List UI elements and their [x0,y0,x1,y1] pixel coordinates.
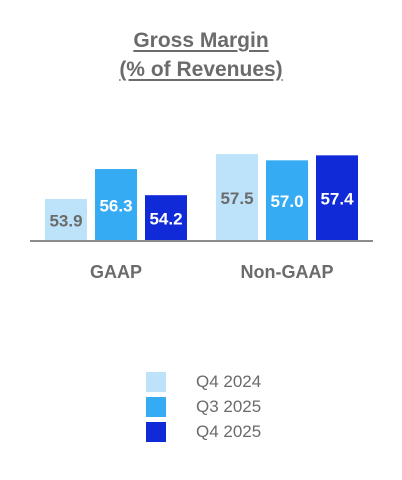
legend-label-q3-2025: Q3 2025 [196,396,262,416]
data-label-gaap-q4-2024: 53.9 [49,211,82,230]
legend-label-q4-2025: Q4 2025 [196,421,262,441]
chart-title-line-1: Gross Margin [133,29,269,52]
bar-gaap-q4-2024 [45,198,87,240]
legend-item-q4-2025: Q4 2025 [146,420,261,443]
legend-item-q4-2024: Q4 2024 [146,370,261,393]
legend: Q4 2024 Q3 2025 Q4 2025 [146,370,261,445]
chart-title: Gross Margin (% of Revenues) [0,26,402,84]
bar-non-gaap-q4-2025 [316,155,358,240]
legend-swatch-q3-2025 [146,396,166,417]
chart-title-line-2: (% of Revenues) [119,58,283,81]
data-label-non-gaap-q4-2024: 57.5 [220,189,253,208]
category-label-gaap: GAAP [90,262,142,282]
bar-gaap-q3-2025 [95,169,137,240]
category-label-non-gaap: Non-GAAP [241,262,334,282]
legend-label-q4-2024: Q4 2024 [196,371,262,391]
data-label-gaap-q4-2025: 54.2 [149,210,182,229]
bar-non-gaap-q3-2025 [266,160,308,240]
data-label-non-gaap-q3-2025: 57.0 [270,192,303,211]
data-label-non-gaap-q4-2025: 57.4 [320,190,354,209]
bar-non-gaap-q4-2024 [216,154,258,240]
legend-swatch-q4-2025 [146,421,166,442]
legend-item-q3-2025: Q3 2025 [146,395,261,418]
bar-gaap-q4-2025 [145,195,187,240]
legend-swatch-q4-2024 [146,371,166,392]
data-label-gaap-q3-2025: 56.3 [99,197,132,216]
